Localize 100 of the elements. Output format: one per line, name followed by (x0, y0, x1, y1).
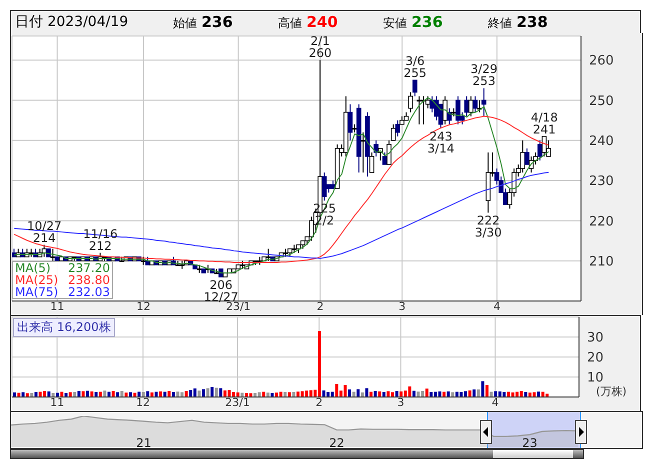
bar (284, 392, 287, 397)
y-tick-label: 240 (589, 134, 614, 150)
annotation: 232.03 (68, 285, 110, 299)
bar (378, 391, 382, 397)
candlestick (348, 104, 353, 141)
bar (103, 390, 106, 397)
bar (326, 392, 330, 397)
candlestick (481, 88, 486, 117)
annotation: 238.80 (68, 273, 110, 287)
bar (498, 391, 502, 397)
bar (77, 391, 80, 397)
bar (198, 390, 201, 397)
bar (193, 388, 196, 397)
x-tick-label: 3 (397, 396, 404, 409)
bar (172, 392, 175, 397)
y-tick-label: 260 (589, 54, 614, 69)
bar (189, 390, 192, 397)
bar (68, 392, 72, 397)
candlestick (442, 96, 448, 125)
bar (124, 392, 128, 397)
bar (421, 391, 424, 397)
x-tick-label: 12 (136, 300, 150, 313)
bar (344, 385, 347, 397)
bar (335, 384, 338, 397)
text: 高値 240 (278, 12, 338, 30)
bar (425, 388, 428, 397)
bar (47, 391, 50, 397)
bar (288, 392, 291, 397)
bar (374, 391, 377, 397)
annotation: 10/27 214 (27, 218, 62, 245)
candlestick (464, 96, 470, 117)
x-tick-label: 3 (398, 300, 406, 313)
text: 安値 236 (383, 12, 443, 30)
bar (486, 385, 488, 397)
bar (214, 388, 218, 397)
annotation: 2/1 260 (308, 34, 332, 60)
bar (322, 390, 326, 397)
bar (524, 392, 528, 397)
candlestick (472, 96, 478, 113)
x-tick-label: 23 (522, 436, 538, 450)
bar (382, 392, 386, 397)
bar (249, 393, 252, 397)
y-tick-label: 30 (587, 330, 604, 346)
bar (416, 392, 420, 397)
bar (481, 381, 484, 397)
bar (309, 390, 312, 397)
bar (112, 391, 115, 397)
bar (116, 392, 120, 397)
y-tick-label: 220 (589, 214, 614, 230)
x-tick-label: 2 (316, 396, 323, 409)
annotation: 3/29 253 (470, 62, 498, 88)
candlestick (537, 140, 542, 161)
bar (34, 392, 38, 397)
y-tick-label: 10 (587, 370, 604, 386)
line-series (14, 172, 550, 259)
bar (386, 391, 390, 397)
bar (472, 389, 476, 397)
y-tick-label: 20 (587, 350, 604, 366)
bar (395, 391, 398, 397)
bar (468, 390, 472, 397)
bar (532, 392, 536, 397)
text: 日付 2023/04/19 (15, 13, 130, 31)
series-label: MA(25) (15, 273, 58, 287)
bar (142, 392, 145, 397)
x-tick-label: 23/1 (226, 300, 251, 313)
bar (400, 391, 403, 397)
bar (228, 390, 231, 397)
text: MA(75) (15, 285, 58, 299)
bar (184, 391, 188, 397)
x-tick-label: 2 (316, 300, 324, 313)
annotation: 243 3/14 (427, 129, 454, 156)
bar (82, 391, 85, 397)
bar (365, 388, 368, 397)
annotation: 237.20 (68, 261, 110, 275)
series-label: MA(5) (15, 261, 51, 275)
bar (202, 389, 205, 397)
candlestick (395, 120, 400, 137)
candlestick (412, 80, 418, 97)
bar (275, 392, 278, 397)
bar (318, 331, 321, 397)
bar (90, 391, 94, 397)
candlestick (456, 96, 460, 125)
candlestick (524, 148, 530, 165)
bar (73, 392, 76, 397)
candlestick (468, 96, 474, 117)
annotation: 4/18 241 (530, 110, 558, 136)
bar (168, 391, 171, 397)
bar (258, 392, 261, 397)
candlestick (322, 172, 327, 202)
bar (292, 392, 296, 397)
text: 始値 236 (173, 12, 233, 30)
y-axis-title: (万株) (596, 384, 627, 399)
bar (176, 392, 180, 397)
bar (348, 389, 352, 397)
bar (502, 392, 506, 397)
x-tick-label: 23/1 (225, 396, 250, 409)
bar (460, 392, 463, 397)
bar (300, 391, 304, 397)
bar (159, 391, 162, 397)
bar (94, 392, 98, 397)
